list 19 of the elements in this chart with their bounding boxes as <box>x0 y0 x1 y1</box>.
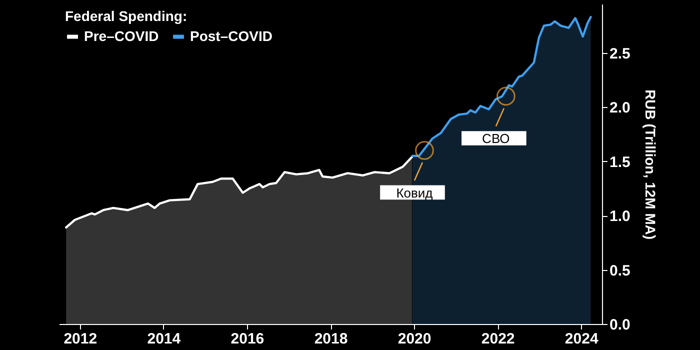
y-tick-label: 2.0 <box>610 100 630 117</box>
y-tick-label: 0.5 <box>610 262 630 280</box>
annotation: Ковид <box>396 185 434 200</box>
x-tick-label: 2024 <box>564 330 599 348</box>
annotation: СВО <box>482 131 510 146</box>
y-tick-label: 2.5 <box>610 45 630 62</box>
legend-title: Federal Spending: <box>65 8 188 24</box>
y-tick-label: 1.5 <box>610 154 630 171</box>
x-tick-label: 2016 <box>230 330 264 348</box>
legend-label: Post–COVID <box>190 28 272 44</box>
x-tick-label: 2012 <box>64 330 98 348</box>
x-tick-label: 2014 <box>147 330 182 348</box>
x-tick-label: 2018 <box>314 330 348 348</box>
y-tick-label: 0.0 <box>610 316 630 334</box>
legend-label: Pre–COVID <box>84 28 159 44</box>
y-axis-title: RUB (Trillion, 12M MA) <box>642 89 658 240</box>
x-tick-label: 2022 <box>481 330 515 348</box>
y-tick-label: 1.0 <box>610 208 630 226</box>
x-tick-label: 2020 <box>398 330 432 348</box>
